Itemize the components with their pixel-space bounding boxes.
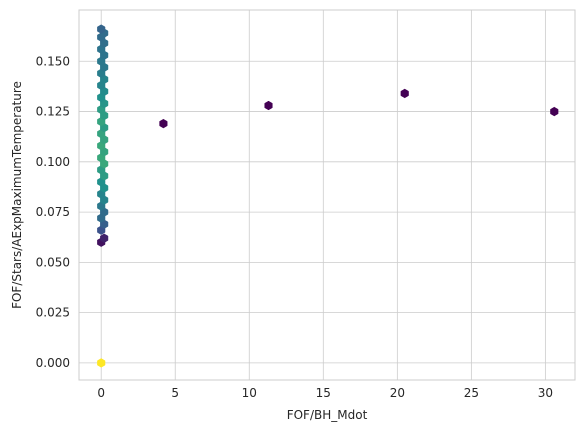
hexbin-cells [97,24,559,368]
y-axis-label: FOF/Stars/AExpMaximumTemperature [10,81,24,309]
y-tick-label: 0.100 [36,155,70,169]
hexbin-cell [264,100,273,111]
y-tick-label: 0.050 [36,255,70,269]
y-tick-label: 0.150 [36,54,70,68]
x-tick-label: 15 [316,386,331,400]
hexbin-cell [550,106,559,117]
x-tick-label: 10 [242,386,257,400]
y-tick-label: 0.025 [36,306,70,320]
x-tick-label: 5 [171,386,179,400]
y-tick-labels: 0.000 0.025 0.050 0.075 0.100 0.125 0.150 [36,54,70,370]
plot-area [78,9,576,381]
hexbin-cell [97,358,106,368]
x-tick-label: 25 [464,386,479,400]
x-tick-label: 0 [97,386,105,400]
y-tick-label: 0.075 [36,205,70,219]
x-axis-label: FOF/BH_Mdot [287,408,368,422]
x-tick-labels: 0 5 10 15 20 25 30 [97,386,553,400]
hexbin-cell [400,88,409,99]
hexbin-cell [100,233,109,243]
hexbin-cell [159,118,168,129]
hexbin-cell [97,24,106,34]
grid-lines [79,10,575,380]
y-tick-label: 0.125 [36,105,70,119]
x-tick-label: 20 [390,386,405,400]
y-tick-label: 0.000 [36,356,70,370]
x-tick-label: 30 [538,386,553,400]
